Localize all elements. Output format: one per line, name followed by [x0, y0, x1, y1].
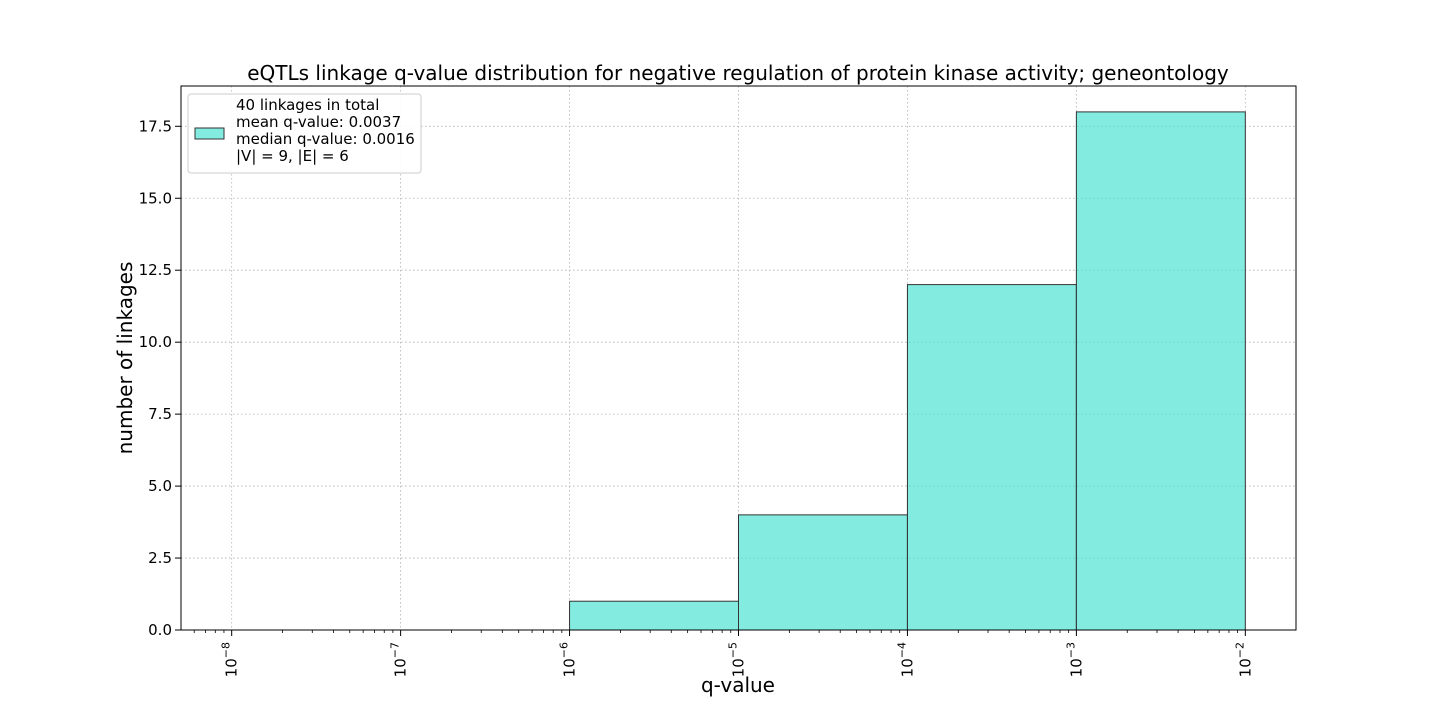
chart-title: eQTLs linkage q-value distribution for n…: [247, 61, 1229, 85]
y-tick-label-3: 7.5: [148, 405, 172, 423]
axis-ticks: 10−8 10−7 10−6 10−5 10−4 10−3 10−2 0.0 2.5 5.0 7.5…: [139, 117, 1255, 677]
y-axis-label: number of linkages: [113, 262, 137, 455]
x-axis-label: q-value: [701, 673, 775, 697]
histogram-bar-0: [569, 600, 739, 631]
legend-swatch: [194, 127, 225, 140]
y-tick-label-7: 17.5: [139, 117, 172, 135]
histogram-bar-2: [906, 284, 1077, 631]
legend-line-median: median q-value: 0.0016: [236, 130, 415, 148]
y-tick-label-2: 5.0: [148, 477, 172, 495]
legend-line-graph-size: |V| = 9, |E| = 6: [236, 147, 349, 165]
x-tick-label-0: 10−8: [220, 642, 241, 677]
x-tick-label-3: 10−5: [727, 642, 748, 677]
y-tick-label-1: 2.5: [148, 549, 172, 567]
histogram-bar-1: [738, 514, 908, 631]
y-tick-label-0: 0.0: [148, 621, 172, 639]
x-tick-label-6: 10−2: [1233, 642, 1254, 677]
y-tick-label-6: 15.0: [139, 189, 172, 207]
x-tick-label-4: 10−4: [895, 642, 916, 677]
y-tick-label-5: 12.5: [139, 261, 172, 279]
legend-box: [187, 93, 422, 174]
y-tick-label-4: 10.0: [139, 333, 172, 351]
x-tick-label-2: 10−6: [558, 642, 579, 677]
histogram-bars: [569, 111, 1246, 631]
x-tick-label-5: 10−3: [1064, 642, 1085, 677]
legend-line-mean: mean q-value: 0.0037: [236, 113, 401, 131]
legend: 40 linkages in total mean q-value: 0.003…: [187, 93, 422, 174]
x-tick-label-1: 10−7: [389, 642, 410, 677]
legend-line-total: 40 linkages in total: [236, 96, 379, 114]
histogram-bar-3: [1075, 111, 1246, 631]
